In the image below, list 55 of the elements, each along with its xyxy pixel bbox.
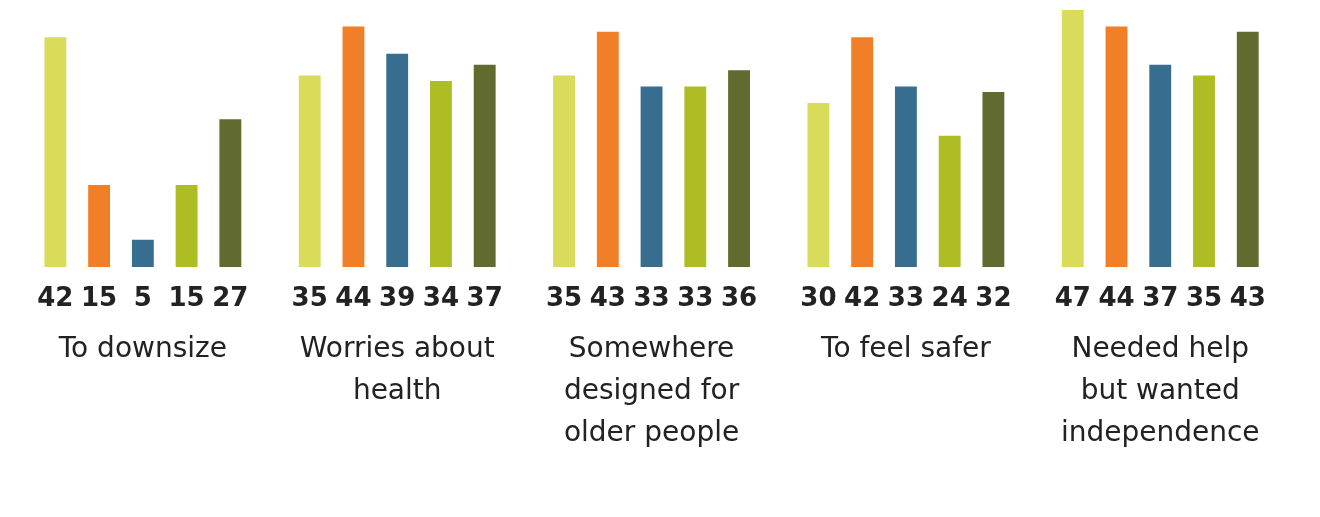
x-tick-label: Somewhere designed for older people [563, 331, 740, 449]
bar [298, 75, 321, 267]
bar [175, 184, 198, 267]
data-label: 42 [844, 281, 881, 312]
bar [1105, 26, 1128, 267]
data-label: 43 [589, 281, 626, 312]
bar [430, 81, 452, 267]
data-label: 35 [291, 281, 328, 312]
bar [1149, 64, 1172, 267]
data-label: 32 [975, 281, 1012, 312]
bar [473, 64, 496, 267]
data-label: 35 [545, 281, 583, 312]
bar [894, 86, 917, 267]
data-label: 44 [1098, 281, 1135, 312]
x-tick-label: Needed help but wanted independence [1060, 331, 1260, 449]
bar [342, 26, 365, 267]
bar [219, 119, 242, 267]
data-label: 5 [133, 281, 152, 312]
data-label: 15 [168, 281, 205, 312]
data-label: 33 [633, 281, 670, 312]
x-tick-label: To feel safer [820, 331, 992, 365]
x-tick-label: To downsize [57, 331, 227, 365]
data-label: 42 [37, 281, 74, 312]
bar [131, 239, 154, 267]
bar [88, 184, 111, 267]
bar [728, 70, 750, 267]
bar [807, 102, 830, 267]
bar [640, 86, 663, 267]
bar [938, 135, 961, 267]
data-label: 47 [1054, 281, 1091, 312]
x-tick-label: Worries about health [299, 331, 495, 407]
bar [684, 86, 707, 267]
data-label: 44 [335, 281, 372, 312]
data-label: 30 [800, 281, 837, 312]
bar [982, 92, 1005, 267]
bar [553, 75, 575, 267]
bar [1236, 31, 1259, 267]
data-label: 37 [466, 281, 503, 312]
bar [596, 31, 619, 267]
data-label: 39 [379, 281, 416, 312]
data-label: 36 [720, 281, 758, 312]
bar [851, 37, 874, 267]
data-label: 35 [1185, 281, 1223, 312]
bar [1193, 75, 1215, 267]
data-label: 37 [1142, 281, 1179, 312]
data-label: 24 [931, 281, 968, 312]
data-label: 34 [422, 281, 460, 312]
bar [44, 37, 67, 267]
data-label: 43 [1229, 281, 1266, 312]
data-label: 27 [212, 281, 249, 312]
bar [1061, 10, 1084, 267]
data-label: 33 [887, 281, 924, 312]
data-label: 33 [677, 281, 714, 312]
bar [386, 53, 409, 267]
data-label: 15 [81, 281, 118, 312]
